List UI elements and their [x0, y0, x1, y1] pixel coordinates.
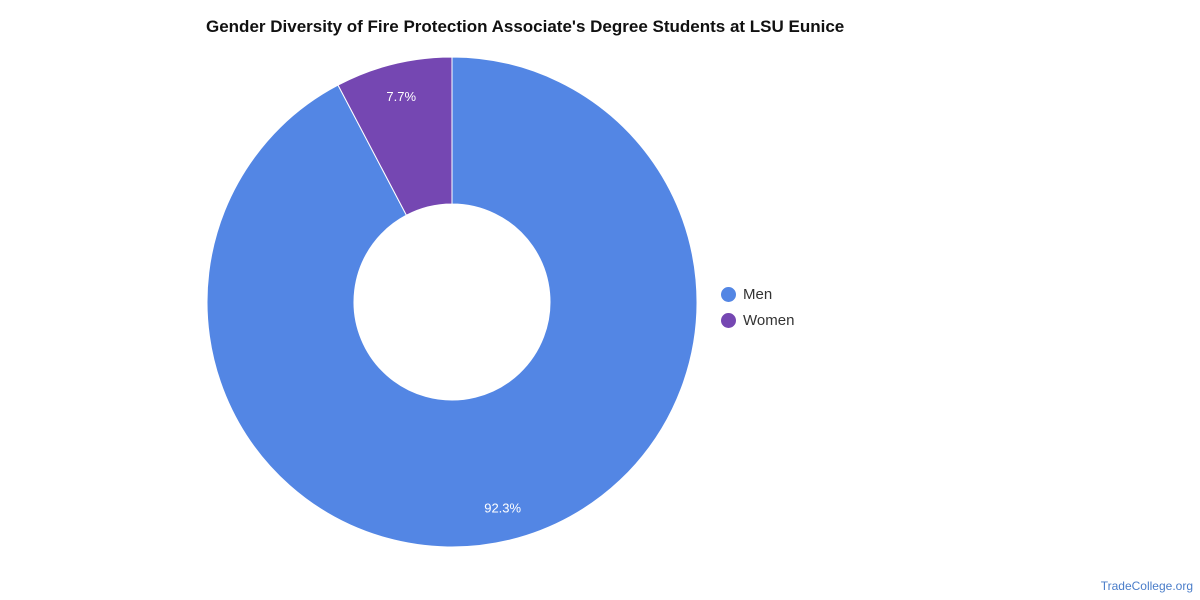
legend-label-men: Men: [743, 285, 773, 303]
legend-label-women: Women: [743, 311, 795, 329]
legend-item-men[interactable]: Men: [721, 281, 794, 307]
source-link[interactable]: TradeCollege.org: [1100, 579, 1193, 593]
legend-swatch-women: [721, 312, 736, 328]
chart-legend: Men Women: [721, 281, 794, 333]
legend-item-women[interactable]: Women: [721, 307, 794, 333]
slice-label-men: 92.3%: [484, 500, 521, 515]
chart-title: Gender Diversity of Fire Protection Asso…: [206, 17, 845, 36]
slice-label-women: 7.7%: [386, 89, 416, 104]
donut-slice-women[interactable]: [337, 56, 453, 216]
donut-slice-men[interactable]: [206, 56, 698, 548]
legend-swatch-men: [721, 286, 736, 302]
